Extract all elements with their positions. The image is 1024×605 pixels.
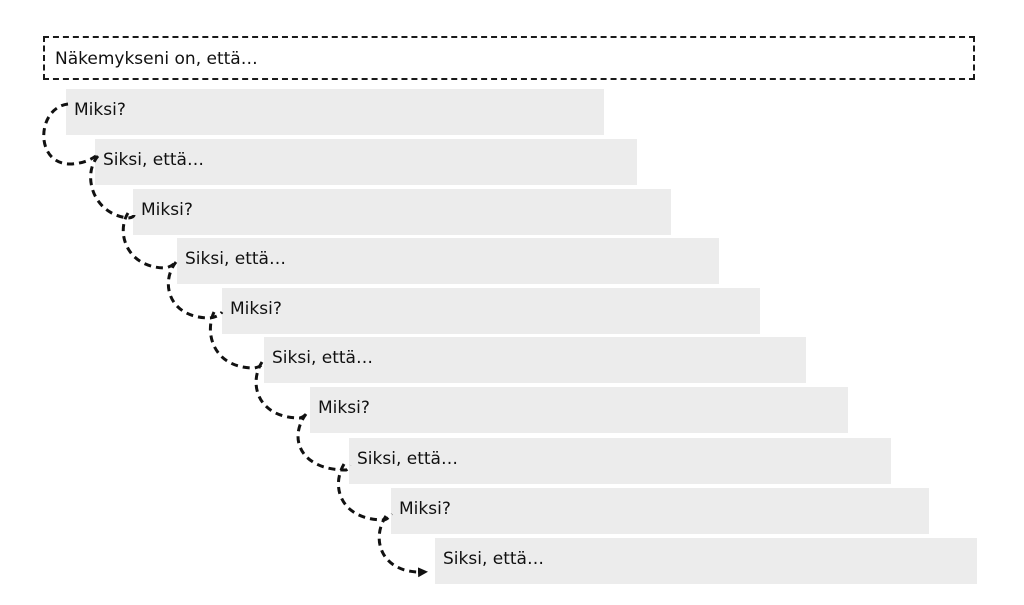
step-4-because: Siksi, että… [177,238,719,284]
step-7-why: Miksi? [310,387,848,433]
step-label: Siksi, että… [357,449,458,469]
step-9-why: Miksi? [391,488,929,534]
step-3-why: Miksi? [133,189,671,235]
step-8-because: Siksi, että… [349,438,891,484]
statement-text: Näkemykseni on, että… [55,49,258,69]
step-label: Siksi, että… [185,249,286,269]
step-6-because: Siksi, että… [264,337,806,383]
step-label: Miksi? [399,499,451,519]
step-5-why: Miksi? [222,288,760,334]
step-label: Siksi, että… [272,348,373,368]
step-label: Miksi? [141,200,193,220]
step-label: Siksi, että… [103,150,204,170]
step-label: Miksi? [230,299,282,319]
statement-box: Näkemykseni on, että… [43,36,975,80]
step-label: Siksi, että… [443,549,544,569]
step-1-why: Miksi? [66,89,604,135]
step-label: Miksi? [74,100,126,120]
step-label: Miksi? [318,398,370,418]
step-10-because: Siksi, että… [435,538,977,584]
step-2-because: Siksi, että… [95,139,637,185]
